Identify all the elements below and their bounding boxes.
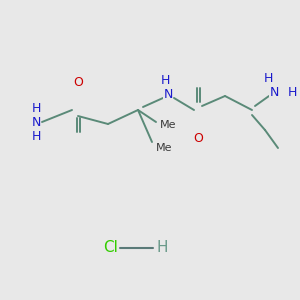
Text: H: H (31, 101, 41, 115)
Text: N: N (31, 116, 41, 128)
Text: H: H (31, 130, 41, 142)
Text: H: H (288, 85, 297, 98)
Text: N: N (163, 88, 173, 101)
Text: H: H (160, 74, 170, 88)
Text: O: O (73, 76, 83, 88)
Text: H: H (157, 241, 169, 256)
Text: N: N (269, 85, 279, 98)
Text: Me: Me (156, 143, 172, 153)
Text: Cl: Cl (103, 241, 118, 256)
Text: Me: Me (160, 120, 176, 130)
Text: H: H (263, 71, 273, 85)
Text: O: O (193, 131, 203, 145)
